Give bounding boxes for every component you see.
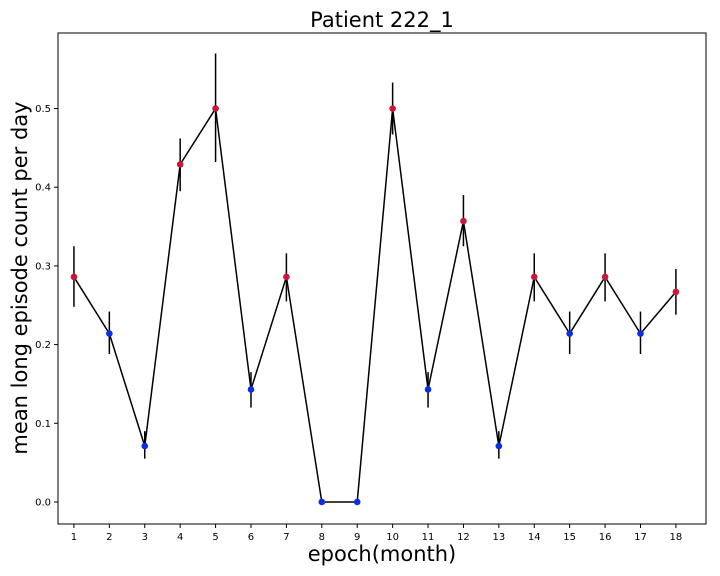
- y-tick-label: 0.0: [35, 497, 51, 508]
- data-point: [389, 105, 396, 112]
- y-tick-label: 0.4: [35, 183, 51, 194]
- x-tick-label: 14: [528, 532, 541, 543]
- x-tick-label: 9: [354, 532, 360, 543]
- series-line: [73, 106, 677, 503]
- data-point: [176, 161, 184, 168]
- data-point: [672, 288, 680, 296]
- y-tick-label: 0.1: [35, 419, 51, 430]
- plot-area: [57, 32, 707, 525]
- x-axis-label: epoch(month): [308, 542, 457, 566]
- y-axis-label: mean long episode count per day: [8, 101, 32, 454]
- x-tick-label: 12: [457, 532, 470, 543]
- x-tick-label: 15: [563, 532, 576, 543]
- x-tick-label: 11: [422, 532, 435, 543]
- data-point: [424, 386, 432, 393]
- data-point: [566, 330, 573, 337]
- data-point: [637, 330, 644, 337]
- data-point: [495, 442, 503, 450]
- x-tick-label: 1: [71, 532, 77, 543]
- data-point: [247, 386, 255, 393]
- x-tick-label: 2: [106, 532, 112, 543]
- chart-title: Patient 222_1: [310, 8, 454, 33]
- data-point: [460, 217, 467, 225]
- x-tick-label: 18: [670, 532, 683, 543]
- x-tick-label: 8: [319, 532, 325, 543]
- data-point: [212, 105, 219, 112]
- data-point: [283, 273, 290, 281]
- y-tick-label: 0.5: [35, 104, 51, 115]
- x-tick-label: 7: [283, 532, 289, 543]
- data-point: [70, 273, 78, 281]
- x-tick-label: 10: [386, 532, 399, 543]
- x-tick-label: 13: [492, 532, 505, 543]
- data-points: [70, 105, 680, 506]
- data-point: [106, 330, 113, 337]
- data-point: [141, 442, 149, 450]
- y-tick-label: 0.3: [35, 261, 51, 272]
- data-point: [530, 273, 538, 281]
- x-tick-label: 3: [142, 532, 148, 543]
- x-tick-label: 17: [634, 532, 647, 543]
- x-axis: 1 2 3 4 5 6 7 8 9 10 11 12 13 14 15 16 17 18: [71, 524, 683, 543]
- y-axis: 0.0 0.1 0.2 0.3 0.4 0.5: [35, 104, 58, 508]
- x-tick-label: 16: [599, 532, 612, 543]
- x-tick-label: 6: [248, 532, 254, 543]
- y-tick-label: 0.2: [35, 340, 51, 351]
- data-point: [601, 273, 609, 281]
- data-point: [353, 498, 361, 506]
- data-point: [318, 498, 326, 506]
- x-tick-label: 5: [212, 532, 218, 543]
- x-tick-label: 4: [177, 532, 183, 543]
